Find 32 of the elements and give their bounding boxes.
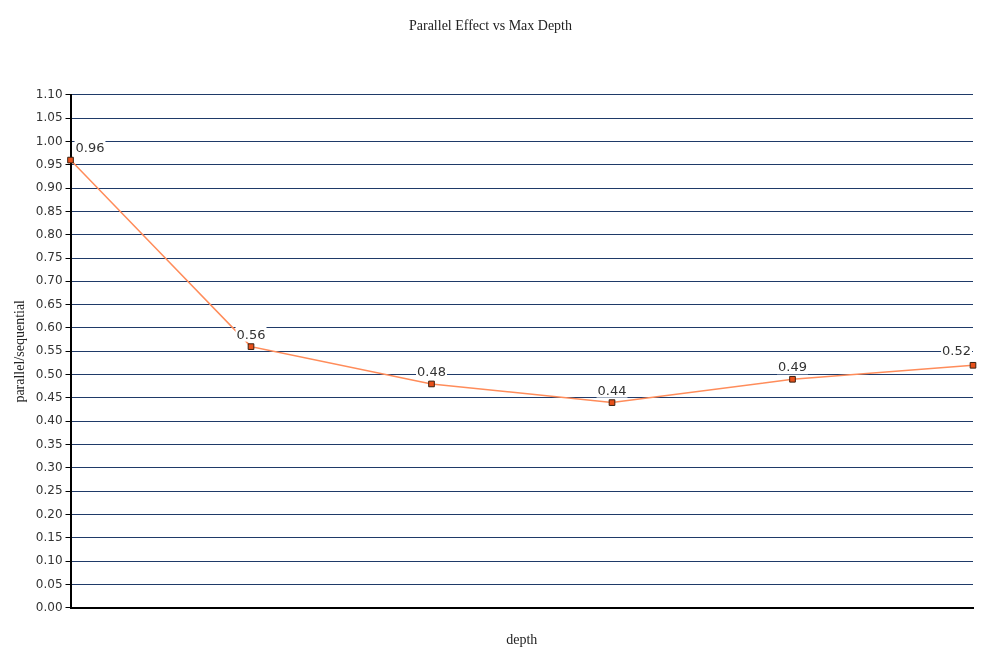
- y-tick-label: 0.05: [35, 576, 63, 591]
- y-tick-label: 0.35: [35, 436, 63, 451]
- y-tick-label: 0.65: [35, 296, 63, 311]
- y-tick-label: 0.50: [35, 366, 63, 381]
- y-tick-label: 0.40: [35, 413, 63, 428]
- y-tick-label: 0.60: [35, 320, 63, 335]
- y-tick-label: 0.70: [35, 273, 63, 288]
- data-label: 0.44: [597, 382, 627, 398]
- y-tick-label: 1.00: [35, 133, 63, 148]
- y-tick-label: 0.95: [35, 156, 63, 171]
- chart-title: Parallel Effect vs Max Depth: [408, 18, 573, 34]
- y-tick-label: 1.10: [35, 86, 63, 101]
- y-tick-label: 0.15: [35, 529, 63, 544]
- y-tick-label: 0.00: [35, 599, 63, 614]
- data-label: 0.52: [942, 343, 971, 359]
- y-tick-label: 0.55: [35, 343, 63, 358]
- data-label: 0.48: [417, 363, 446, 379]
- y-tick-label: 0.75: [35, 250, 63, 265]
- y-tick-label: 0.85: [35, 203, 63, 218]
- y-tick-label: 1.05: [35, 110, 63, 125]
- y-tick-label: 0.20: [35, 506, 63, 521]
- y-tick-label: 0.30: [35, 460, 63, 475]
- y-axis-title: parallel/sequential: [12, 299, 28, 403]
- y-tick-label: 0.80: [35, 226, 63, 241]
- y-tick-label: 0.10: [35, 553, 63, 568]
- y-tick-label: 0.45: [35, 390, 63, 405]
- y-tick-label: 0.90: [35, 180, 63, 195]
- x-axis-title: depth: [506, 632, 538, 648]
- y-tick-label: 0.25: [35, 483, 63, 498]
- data-label: 0.56: [236, 326, 266, 342]
- data-label: 0.96: [75, 140, 105, 156]
- data-label: 0.49: [778, 359, 807, 375]
